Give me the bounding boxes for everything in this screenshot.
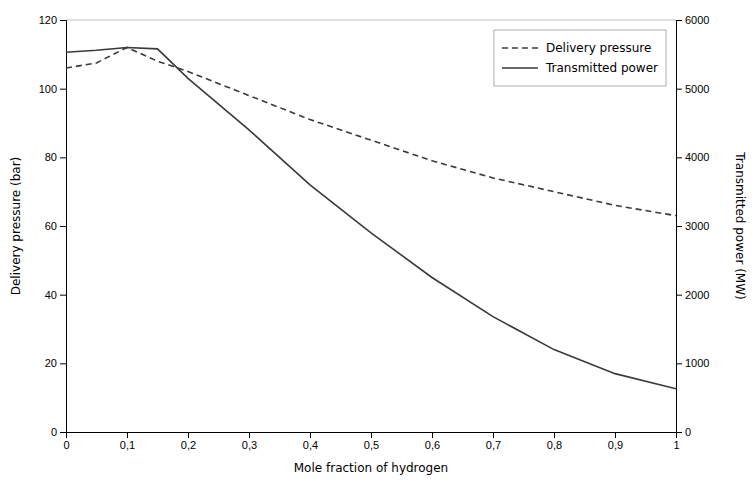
tick-label: 3000 <box>685 220 709 232</box>
tick-label: 0,8 <box>547 439 562 451</box>
tick-mark <box>493 432 494 438</box>
y2-axis-title: Transmitted power (MW) <box>733 151 747 299</box>
line <box>66 47 676 215</box>
tick-mark <box>554 432 555 438</box>
tick-label: 0,1 <box>120 439 135 451</box>
tick-mark <box>615 432 616 438</box>
tick-label: 0,6 <box>425 439 440 451</box>
tick: 4000 <box>676 151 709 163</box>
legend-swatch <box>502 67 538 69</box>
tick-label: 0 <box>685 426 691 438</box>
tick-mark <box>432 432 433 438</box>
tick: 0 <box>51 426 66 438</box>
tick-mark <box>60 432 66 433</box>
tick-label: 20 <box>45 357 57 369</box>
tick-label: 0,2 <box>181 439 196 451</box>
tick: 0,6 <box>425 432 440 451</box>
tick-mark <box>676 20 682 21</box>
tick-label: 0,7 <box>486 439 501 451</box>
tick-mark <box>676 89 682 90</box>
tick-mark <box>676 363 682 364</box>
tick-mark <box>60 20 66 21</box>
tick: 0,1 <box>120 432 135 451</box>
tick-mark <box>371 432 372 438</box>
tick-label: 0 <box>51 426 57 438</box>
tick-label: 0,4 <box>303 439 318 451</box>
tick: 60 <box>45 220 66 232</box>
y-axis-title: Delivery pressure (bar) <box>9 157 23 296</box>
legend-item: Transmitted power <box>502 61 658 75</box>
tick-mark <box>676 157 682 158</box>
legend-item: Delivery pressure <box>502 41 651 55</box>
tick: 1 <box>673 432 679 451</box>
tick-label: 40 <box>45 289 57 301</box>
tick-mark <box>676 295 682 296</box>
axis-line <box>677 21 683 433</box>
line <box>66 47 676 388</box>
tick: 5000 <box>676 83 709 95</box>
legend-label: Transmitted power <box>545 61 658 75</box>
tick-label: 120 <box>39 14 57 26</box>
tick-mark <box>676 226 682 227</box>
x-axis: 0 0,1 0,2 0,3 0,4 0,5 0,6 0,7 0,8 0,9 1 <box>63 432 679 451</box>
tick: 0,7 <box>486 432 501 451</box>
axis-line <box>60 21 67 433</box>
legend-label: Delivery pressure <box>546 41 651 55</box>
tick-label: 0,3 <box>242 439 257 451</box>
legend: Delivery pressure Transmitted power <box>494 30 666 86</box>
tick-label: 0,5 <box>364 439 379 451</box>
tick-mark <box>60 295 66 296</box>
tick: 0,2 <box>181 432 196 451</box>
legend-box <box>494 30 666 86</box>
tick-label: 1 <box>673 439 679 451</box>
axis-line <box>67 433 677 439</box>
tick-label: 60 <box>45 220 57 232</box>
tick: 120 <box>39 14 66 26</box>
tick-label: 5000 <box>685 83 709 95</box>
tick-mark <box>310 432 311 438</box>
tick-mark <box>60 363 66 364</box>
tick-label: 6000 <box>685 14 709 26</box>
tick: 40 <box>45 289 66 301</box>
tick: 0,8 <box>547 432 562 451</box>
tick-mark <box>60 157 66 158</box>
tick-label: 0,9 <box>608 439 623 451</box>
tick: 100 <box>39 83 66 95</box>
tick-label: 1000 <box>685 357 709 369</box>
tick-label: 4000 <box>685 151 709 163</box>
y-axis: 0 20 40 60 80 100 120 <box>39 14 67 438</box>
tick-mark <box>676 432 682 433</box>
y2-axis: 0 1000 2000 3000 4000 5000 6000 <box>676 14 709 438</box>
tick: 0,3 <box>242 432 257 451</box>
tick: 1000 <box>676 357 709 369</box>
tick-mark <box>60 226 66 227</box>
tick: 2000 <box>676 289 709 301</box>
tick-label: 2000 <box>685 289 709 301</box>
tick-mark <box>127 432 128 438</box>
tick: 0,9 <box>608 432 623 451</box>
tick: 3000 <box>676 220 709 232</box>
chart: 00,10,20,30,40,50,60,70,80,9102040608010… <box>0 0 752 484</box>
tick-label: 0 <box>63 439 69 451</box>
tick: 80 <box>45 151 66 163</box>
tick: 0 <box>63 432 69 451</box>
marks <box>66 47 676 388</box>
legend-swatch <box>502 47 538 49</box>
tick-mark <box>60 89 66 90</box>
tick: 20 <box>45 357 66 369</box>
tick-mark <box>188 432 189 438</box>
tick-label: 100 <box>39 83 57 95</box>
tick-label: 80 <box>45 151 57 163</box>
frame <box>66 20 676 21</box>
plot: 00,10,20,30,40,50,60,70,80,9102040608010… <box>9 14 747 475</box>
tick-mark <box>249 432 250 438</box>
tick: 0,5 <box>364 432 379 451</box>
x-axis-title: Mole fraction of hydrogen <box>294 461 448 475</box>
tick: 0,4 <box>303 432 318 451</box>
tick: 0 <box>676 426 691 438</box>
tick: 6000 <box>676 14 709 26</box>
